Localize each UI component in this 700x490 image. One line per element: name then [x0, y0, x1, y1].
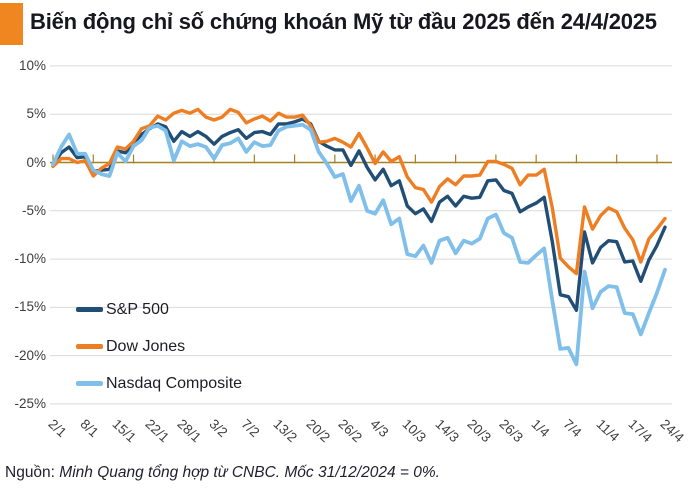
legend-item-nasdaq: Nasdaq Composite	[76, 373, 242, 394]
legend-label-nasdaq: Nasdaq Composite	[106, 374, 243, 392]
nasdaq-line-swatch	[76, 381, 103, 386]
legend-item-sp500: S&P 500	[76, 299, 242, 320]
legend-item-dow-jones: Dow Jones	[76, 336, 242, 357]
series-line-nasdaq-composite	[51, 122, 667, 367]
source-note-prefix: Nguồn:	[5, 464, 55, 481]
legend: S&P 500 Dow Jones Nasdaq Composite	[76, 299, 242, 394]
page-title: Biến động chỉ số chứng khoán Mỹ từ đầu 2…	[30, 9, 657, 34]
series-line-s-p-500	[51, 117, 667, 312]
source-note: Nguồn: Minh Quang tổng hợp từ CNBC. Mốc …	[5, 464, 440, 482]
series-line-dow-jones	[51, 107, 667, 276]
title-row: Biến động chỉ số chứng khoán Mỹ từ đầu 2…	[0, 0, 700, 50]
legend-label-dow-jones: Dow Jones	[106, 337, 186, 355]
dow-jones-line-swatch	[76, 344, 103, 349]
source-note-text: Minh Quang tổng hợp từ CNBC. Mốc 31/12/2…	[54, 464, 440, 481]
sp500-line-swatch	[76, 307, 103, 312]
title-accent-bar	[0, 3, 23, 45]
legend-label-sp500: S&P 500	[106, 300, 169, 318]
